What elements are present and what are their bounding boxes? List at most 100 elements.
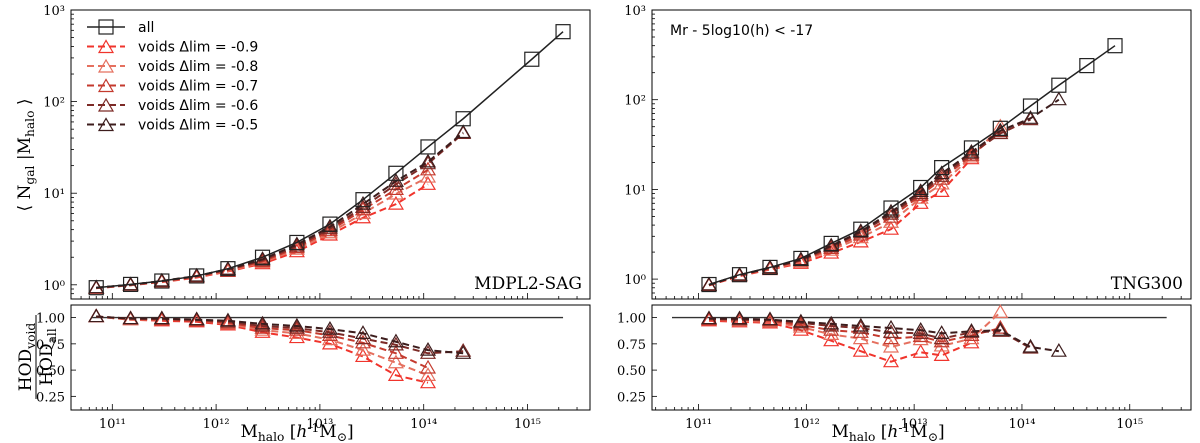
void-marker — [321, 220, 339, 235]
y-tick-label: 0.50 — [617, 364, 646, 379]
ratio-marker — [419, 367, 437, 381]
void-marker — [419, 153, 437, 168]
all-marker — [220, 261, 236, 277]
all-marker — [122, 276, 139, 293]
x-tick-label: 10¹² — [203, 417, 230, 432]
ratio-marker — [963, 323, 980, 337]
void-marker — [1022, 110, 1039, 124]
legend-marker — [97, 58, 115, 73]
ratio-marker — [321, 335, 339, 350]
ratio-marker — [792, 322, 809, 336]
void-marker — [933, 183, 950, 197]
ratio-series-line — [708, 319, 972, 363]
axes-frame — [651, 9, 1192, 300]
legend-marker — [97, 97, 115, 112]
ratio-marker — [700, 310, 718, 325]
void-marker — [419, 168, 437, 183]
ratio-marker — [933, 347, 950, 361]
void-marker — [387, 195, 404, 210]
y-tick-label: 0.75 — [36, 338, 65, 353]
y-tick-label: 10³ — [43, 4, 65, 19]
y-tick-label: 10⁰ — [624, 273, 646, 288]
all-marker — [154, 273, 170, 289]
x-tick-label: 10¹¹ — [685, 417, 712, 432]
ratio-marker — [419, 374, 437, 389]
ratio-marker — [88, 308, 105, 323]
all-marker — [254, 249, 271, 265]
ratio-marker — [387, 333, 404, 348]
ratio-marker — [992, 322, 1009, 336]
ratio-marker — [88, 308, 105, 323]
all-marker — [88, 280, 104, 296]
ratio-marker — [188, 311, 205, 326]
all-marker — [963, 140, 980, 156]
void-marker — [1022, 111, 1039, 126]
all-marker — [934, 159, 950, 176]
ratio-marker — [387, 336, 404, 351]
y-axis-label: ⟨ Ngal |Mhalo ⟩ — [15, 98, 37, 211]
all-marker — [762, 259, 778, 276]
ratio-marker — [933, 337, 950, 352]
void-marker — [963, 143, 980, 158]
ratio-marker — [387, 345, 404, 359]
all-marker — [1022, 98, 1039, 114]
y-tick-label: 10⁰ — [43, 279, 65, 294]
ratio-marker — [933, 333, 950, 348]
ratio-marker — [963, 327, 980, 342]
ratio-marker — [122, 310, 139, 325]
all-marker — [455, 111, 471, 127]
ratio-marker — [419, 359, 437, 374]
y-tick-label: 10³ — [624, 4, 646, 19]
ratio-marker — [254, 315, 271, 330]
ratio-series-line — [96, 315, 464, 355]
panel-label: TNG300 — [1111, 274, 1183, 294]
ratio-marker — [823, 326, 840, 340]
legend-marker — [97, 117, 115, 132]
ratio-marker — [992, 319, 1009, 334]
y-tick-label: 10² — [43, 96, 65, 111]
all-marker — [555, 24, 571, 40]
all-marker — [853, 221, 869, 237]
legend-label: voids Δlim = -0.5 — [138, 118, 258, 134]
series-line — [96, 31, 564, 289]
ratio-marker — [288, 329, 305, 344]
ratio-marker — [852, 343, 869, 357]
void-marker — [912, 189, 929, 204]
x-tick-label: 10¹⁵ — [1116, 417, 1143, 432]
void-marker — [387, 185, 404, 200]
void-marker — [419, 176, 437, 190]
legend-marker — [98, 19, 114, 35]
x-axis-label: Mhalo [h-1M⊙] — [241, 421, 354, 443]
ratio-marker — [933, 325, 950, 339]
ratio-marker — [455, 343, 472, 357]
x-tick-label: 10¹² — [793, 417, 820, 432]
void-marker — [1050, 91, 1067, 106]
ratio-marker — [387, 354, 404, 369]
ratio-series-line — [708, 317, 1060, 353]
ratio-marker — [882, 338, 900, 353]
all-marker — [189, 268, 205, 284]
ratio-marker — [912, 325, 929, 339]
ratio-marker — [823, 315, 840, 330]
series-line — [96, 131, 464, 289]
all-marker — [322, 216, 338, 232]
legend-marker — [97, 78, 115, 93]
void-marker — [912, 185, 929, 200]
x-tick-label: 10¹³ — [901, 417, 928, 432]
legend-label: voids Δlim = -0.6 — [138, 98, 258, 114]
ratio-marker — [419, 345, 437, 359]
ratio-marker — [1050, 343, 1067, 357]
all-marker — [420, 139, 436, 155]
all-marker — [701, 276, 717, 293]
void-marker — [882, 221, 900, 235]
ratio-marker — [153, 310, 170, 325]
ratio-marker — [792, 316, 809, 331]
ratio-marker — [912, 344, 929, 358]
legend-label: voids Δlim = -0.9 — [138, 40, 258, 56]
void-marker — [963, 148, 980, 163]
legend-label: voids Δlim = -0.8 — [138, 59, 258, 75]
ratio-series-line — [708, 311, 1001, 349]
y-tick-label: 10¹ — [43, 187, 65, 202]
legend-label: all — [138, 20, 154, 36]
